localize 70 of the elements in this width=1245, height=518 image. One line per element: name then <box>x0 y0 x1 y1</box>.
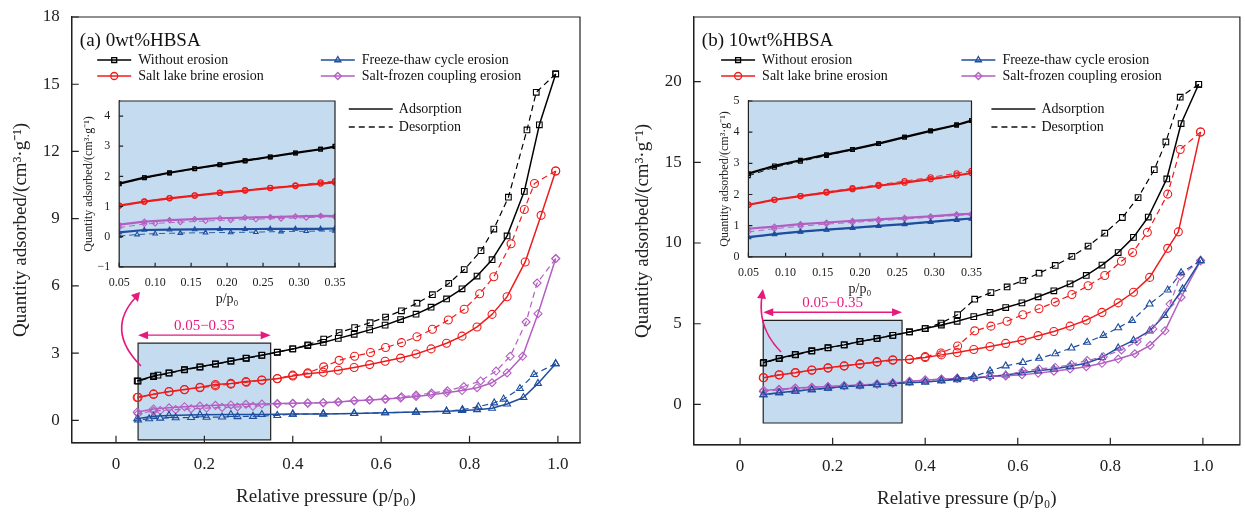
legend-label: Without erosion <box>138 51 229 67</box>
y-tick-label: 4 <box>733 124 740 139</box>
y-tick-label: 6 <box>51 275 60 295</box>
legend-label: Salt-frozen coupling erosion <box>361 67 522 83</box>
x-tick-label: 1.0 <box>1192 456 1214 476</box>
legend-label: Freeze-thaw cycle erosion <box>361 51 509 67</box>
y-tick-label: 0 <box>733 248 740 263</box>
y-tick-label: 18 <box>42 6 60 26</box>
y-axis-title: Quantity adsorbed/(cm³·g⁻¹) <box>717 111 732 247</box>
y-tick-label: 5 <box>673 313 682 333</box>
legend-label: Without erosion <box>762 51 853 67</box>
x-tick-label: 0.2 <box>193 454 215 474</box>
y-tick-label: 9 <box>51 208 60 228</box>
x-tick-label: 0.20 <box>849 265 871 280</box>
text: (b) 10wt%HBSA <box>701 28 834 51</box>
y-tick-label: 15 <box>42 73 60 93</box>
x-tick-label: 0.4 <box>282 454 304 474</box>
x-tick-label: 0.20 <box>216 275 238 290</box>
x-tick-label: 0.05 <box>108 275 130 290</box>
y-tick-label: 3 <box>104 138 111 153</box>
y-tick-label: 0 <box>51 409 60 429</box>
x-tick-label: 0.30 <box>923 265 945 280</box>
y-axis-title: Quantity adsorbed/(cm³·g⁻¹) <box>81 116 96 252</box>
x-tick-label: 0.10 <box>144 275 166 290</box>
legend-label: Salt-frozen coupling erosion <box>1002 67 1162 83</box>
x-tick-label: 0.6 <box>1007 456 1029 476</box>
y-tick-label: 2 <box>733 186 740 201</box>
x-tick-label: 0.35 <box>324 275 346 290</box>
y-tick-label: 0 <box>673 393 682 413</box>
y-tick-label: 12 <box>42 140 60 160</box>
text: (a) 0wt%HBSA <box>79 28 201 51</box>
y-tick-label: 10 <box>664 232 682 252</box>
legend-label: Salt lake brine erosion <box>762 67 888 83</box>
x-tick-label: 0.4 <box>914 456 937 476</box>
x-axis-title: Relative pressure (p/p₀) <box>877 486 1057 509</box>
y-tick-label: −1 <box>97 258 111 273</box>
y-tick-label: 4 <box>104 108 111 123</box>
x-tick-label: 0.30 <box>288 275 310 290</box>
annotation: Adsorption <box>1041 100 1105 116</box>
x-axis-title: Relative pressure (p/p₀) <box>236 484 416 507</box>
y-tick-label: 0 <box>104 228 111 243</box>
annotation: Desorption <box>398 118 461 134</box>
x-tick-label: 0.15 <box>180 275 202 290</box>
x-tick-label: 0.6 <box>370 454 392 474</box>
y-tick-label: 2 <box>104 168 111 183</box>
x-tick-label: 0.8 <box>458 454 481 474</box>
x-tick-label: 0.10 <box>775 265 797 280</box>
y-tick-label: 1 <box>733 217 740 232</box>
y-tick-label: 5 <box>733 93 740 108</box>
annotation: Adsorption <box>398 100 462 116</box>
x-axis-title: p/p₀ <box>215 291 239 307</box>
y-tick-label: 3 <box>733 155 740 170</box>
x-tick-label: 0.15 <box>812 265 834 280</box>
y-tick-label: 20 <box>664 71 682 91</box>
y-axis-title: Quantity adsorbed/(cm³·g⁻¹) <box>9 122 32 337</box>
x-tick-label: 0.2 <box>822 456 844 476</box>
x-tick-label: 0.25 <box>886 265 908 280</box>
y-axis-title: Quantity adsorbed/(cm³·g⁻¹) <box>631 123 654 338</box>
y-tick-label: 15 <box>664 151 682 171</box>
legend-label: Salt lake brine erosion <box>138 67 264 83</box>
legend-label: Freeze-thaw cycle erosion <box>1002 51 1150 67</box>
y-tick-label: 3 <box>51 342 60 362</box>
x-tick-label: 0.8 <box>1099 456 1121 476</box>
y-tick-label: 1 <box>104 198 111 213</box>
annotation: Desorption <box>1041 118 1104 134</box>
x-tick-label: 0.05 <box>737 265 759 280</box>
x-tick-label: 0.35 <box>961 265 982 280</box>
x-tick-label: 0.25 <box>252 275 274 290</box>
x-tick-label: 1.0 <box>547 454 569 474</box>
band-label: 0.05−0.35 <box>173 316 235 333</box>
